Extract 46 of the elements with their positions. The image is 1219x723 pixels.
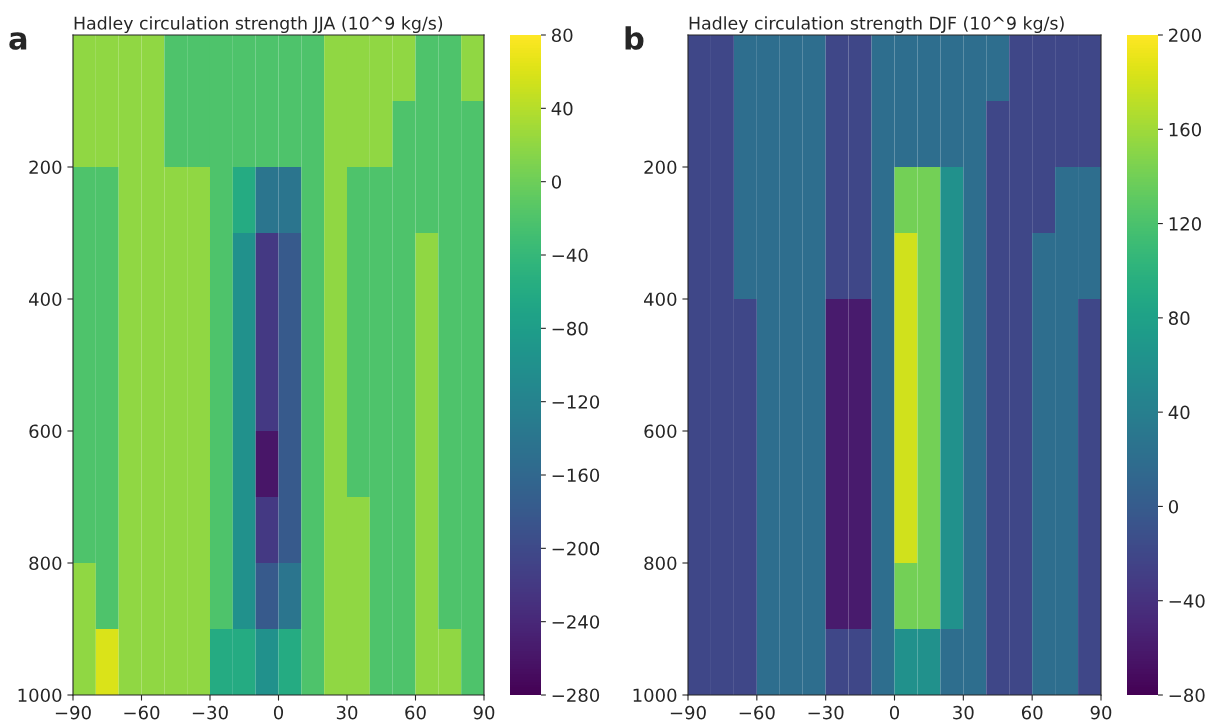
color-bar-label: −120 bbox=[552, 395, 600, 409]
color-bar-label: 200 bbox=[1169, 28, 1201, 43]
x-tick-label: −30 bbox=[808, 705, 844, 720]
color-bar-label: −80 bbox=[1169, 688, 1205, 703]
y-tick-label: 600 bbox=[29, 424, 62, 439]
color-bar-label: −240 bbox=[552, 615, 600, 629]
x-tick-label: 60 bbox=[1021, 705, 1043, 720]
y-tick-label: 800 bbox=[29, 556, 62, 571]
color-bar-label: −40 bbox=[552, 248, 588, 263]
color-bar-label: 40 bbox=[551, 101, 573, 116]
x-tick-label: −90 bbox=[55, 705, 91, 720]
y-tick-label: 600 bbox=[644, 424, 677, 439]
color-bar-label: −160 bbox=[552, 468, 600, 483]
x-tick-label: −90 bbox=[670, 705, 706, 720]
x-tick-label: 0 bbox=[273, 705, 284, 720]
y-tick-label: 800 bbox=[644, 556, 677, 571]
color-bar-label: −40 bbox=[1169, 594, 1205, 608]
x-tick-label: 60 bbox=[405, 705, 426, 720]
x-tick-label: 90 bbox=[473, 705, 495, 720]
chart-title: Hadley circulation strength DJF (10^9 kg/s) bbox=[689, 16, 1064, 34]
y-tick-label: 200 bbox=[644, 160, 677, 175]
y-tick-label: 200 bbox=[29, 160, 62, 175]
text: a bbox=[9, 32, 27, 50]
color-bar-label: 160 bbox=[1169, 122, 1201, 137]
chart-title: Hadley circulation strength JJA (10^9 kg/s) bbox=[74, 16, 443, 34]
color-bar-label: 40 bbox=[1168, 405, 1190, 420]
color-bar-label: −280 bbox=[552, 688, 600, 703]
color-bar-label: 0 bbox=[1168, 499, 1179, 514]
x-tick-label: 0 bbox=[889, 705, 900, 720]
y-tick-label: 400 bbox=[644, 292, 677, 307]
color-bar-label: −200 bbox=[552, 541, 600, 556]
x-tick-label: 30 bbox=[953, 705, 974, 720]
x-tick-label: −60 bbox=[124, 705, 160, 720]
x-tick-label: −30 bbox=[192, 705, 228, 720]
text: b bbox=[625, 26, 644, 50]
color-bar-label: 0 bbox=[551, 175, 562, 189]
color-bar-label: −80 bbox=[552, 321, 588, 336]
color-bar-label: 80 bbox=[1168, 311, 1190, 325]
x-tick-label: 90 bbox=[1090, 705, 1112, 720]
y-tick-label: 400 bbox=[29, 292, 62, 307]
x-tick-label: −60 bbox=[739, 705, 775, 720]
x-tick-label: 30 bbox=[336, 705, 358, 720]
y-tick-label: 1000 bbox=[633, 688, 677, 703]
color-bar-label: 80 bbox=[551, 28, 573, 43]
y-tick-label: 1000 bbox=[18, 688, 62, 703]
color-bar-label: 120 bbox=[1169, 217, 1201, 231]
